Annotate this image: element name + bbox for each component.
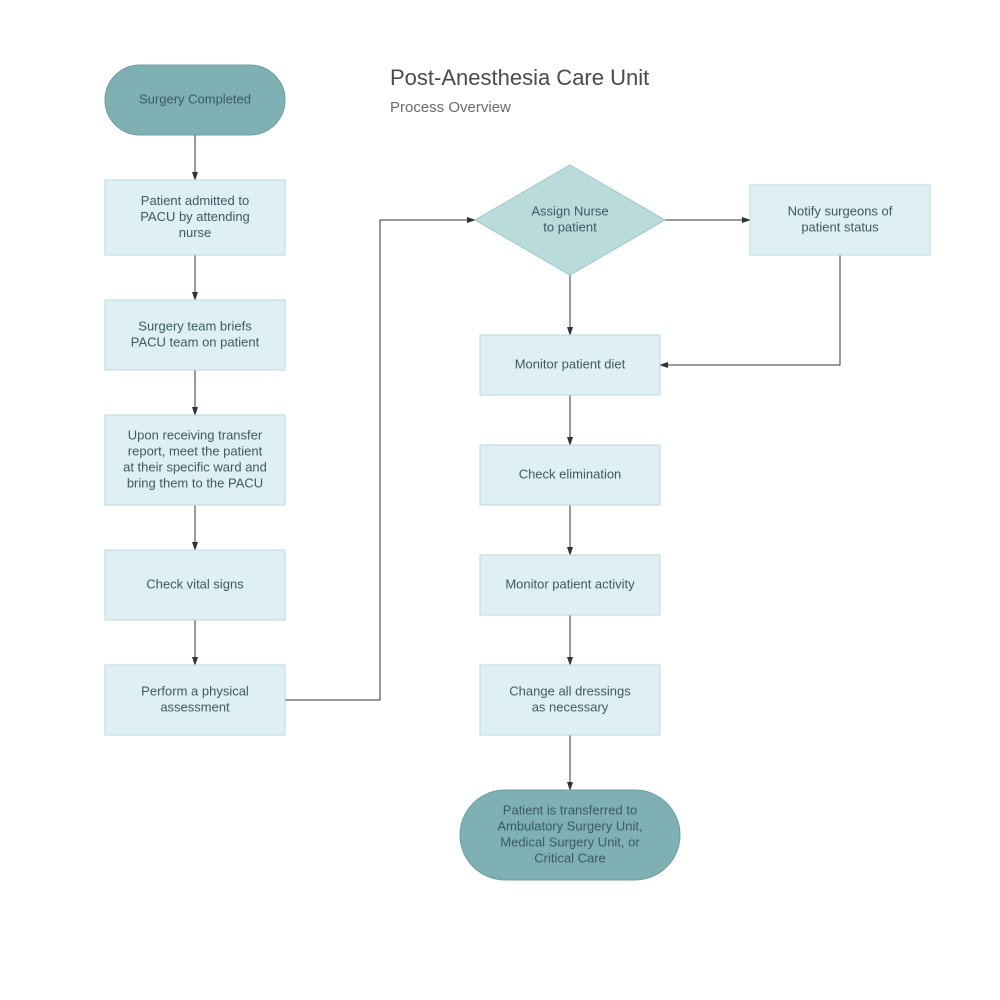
node-dressings: Change all dressingsas necessary <box>480 665 660 735</box>
nodes-group: Surgery CompletedPatient admitted toPACU… <box>105 65 930 880</box>
flowchart-canvas: Post-Anesthesia Care Unit Process Overvie… <box>0 0 1000 1000</box>
node-label: Change all dressings <box>509 683 631 698</box>
node-label: Critical Care <box>534 850 606 865</box>
diagram-title: Post-Anesthesia Care Unit <box>390 65 649 90</box>
node-label: to patient <box>543 219 597 234</box>
node-label: Notify surgeons of <box>788 203 893 218</box>
node-label: Check elimination <box>519 466 622 481</box>
node-admit: Patient admitted toPACU by attendingnurs… <box>105 180 285 255</box>
node-elim: Check elimination <box>480 445 660 505</box>
node-label: PACU by attending <box>140 209 250 224</box>
node-label: report, meet the patient <box>128 443 263 458</box>
node-label: bring them to the PACU <box>127 475 263 490</box>
node-label: Assign Nurse <box>531 203 608 218</box>
node-diet: Monitor patient diet <box>480 335 660 395</box>
node-label: Medical Surgery Unit, or <box>500 834 640 849</box>
node-brief: Surgery team briefsPACU team on patient <box>105 300 285 370</box>
diagram-subtitle: Process Overview <box>390 99 511 116</box>
node-label: Patient admitted to <box>141 193 249 208</box>
node-label: patient status <box>801 219 879 234</box>
node-label: Check vital signs <box>146 576 244 591</box>
node-label: Perform a physical <box>141 683 249 698</box>
node-vitals: Check vital signs <box>105 550 285 620</box>
node-end: Patient is transferred toAmbulatory Surg… <box>460 790 680 880</box>
node-label: Monitor patient diet <box>515 356 626 371</box>
node-label: Ambulatory Surgery Unit, <box>497 818 642 833</box>
node-label: assessment <box>160 699 230 714</box>
node-label: nurse <box>179 225 212 240</box>
node-label: Upon receiving transfer <box>128 427 263 442</box>
node-physical: Perform a physicalassessment <box>105 665 285 735</box>
node-label: Patient is transferred to <box>503 802 637 817</box>
node-label: Surgery team briefs <box>138 318 252 333</box>
node-label: as necessary <box>532 699 609 714</box>
node-label: Surgery Completed <box>139 91 251 106</box>
node-notify: Notify surgeons ofpatient status <box>750 185 930 255</box>
node-label: Monitor patient activity <box>505 576 635 591</box>
node-start: Surgery Completed <box>105 65 285 135</box>
node-assign: Assign Nurseto patient <box>475 165 665 275</box>
node-label: PACU team on patient <box>131 334 260 349</box>
node-activity: Monitor patient activity <box>480 555 660 615</box>
edge-notify-diet <box>660 255 840 365</box>
node-transfer: Upon receiving transferreport, meet the … <box>105 415 285 505</box>
node-label: at their specific ward and <box>123 459 267 474</box>
edge-physical-assign <box>285 220 475 700</box>
